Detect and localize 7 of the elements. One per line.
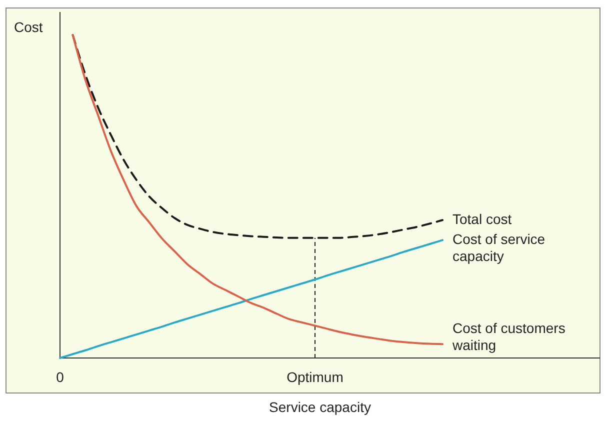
series-label: Cost of service capacity [452,231,546,264]
series-label: Cost of customers waiting [452,320,566,353]
series-label: Total cost [452,211,512,228]
x-tick-label: Optimum [286,369,344,385]
x-axis-title: Service capacity [269,399,371,415]
x-tick-label: 0 [56,369,64,385]
y-axis-title: Cost [14,19,43,35]
